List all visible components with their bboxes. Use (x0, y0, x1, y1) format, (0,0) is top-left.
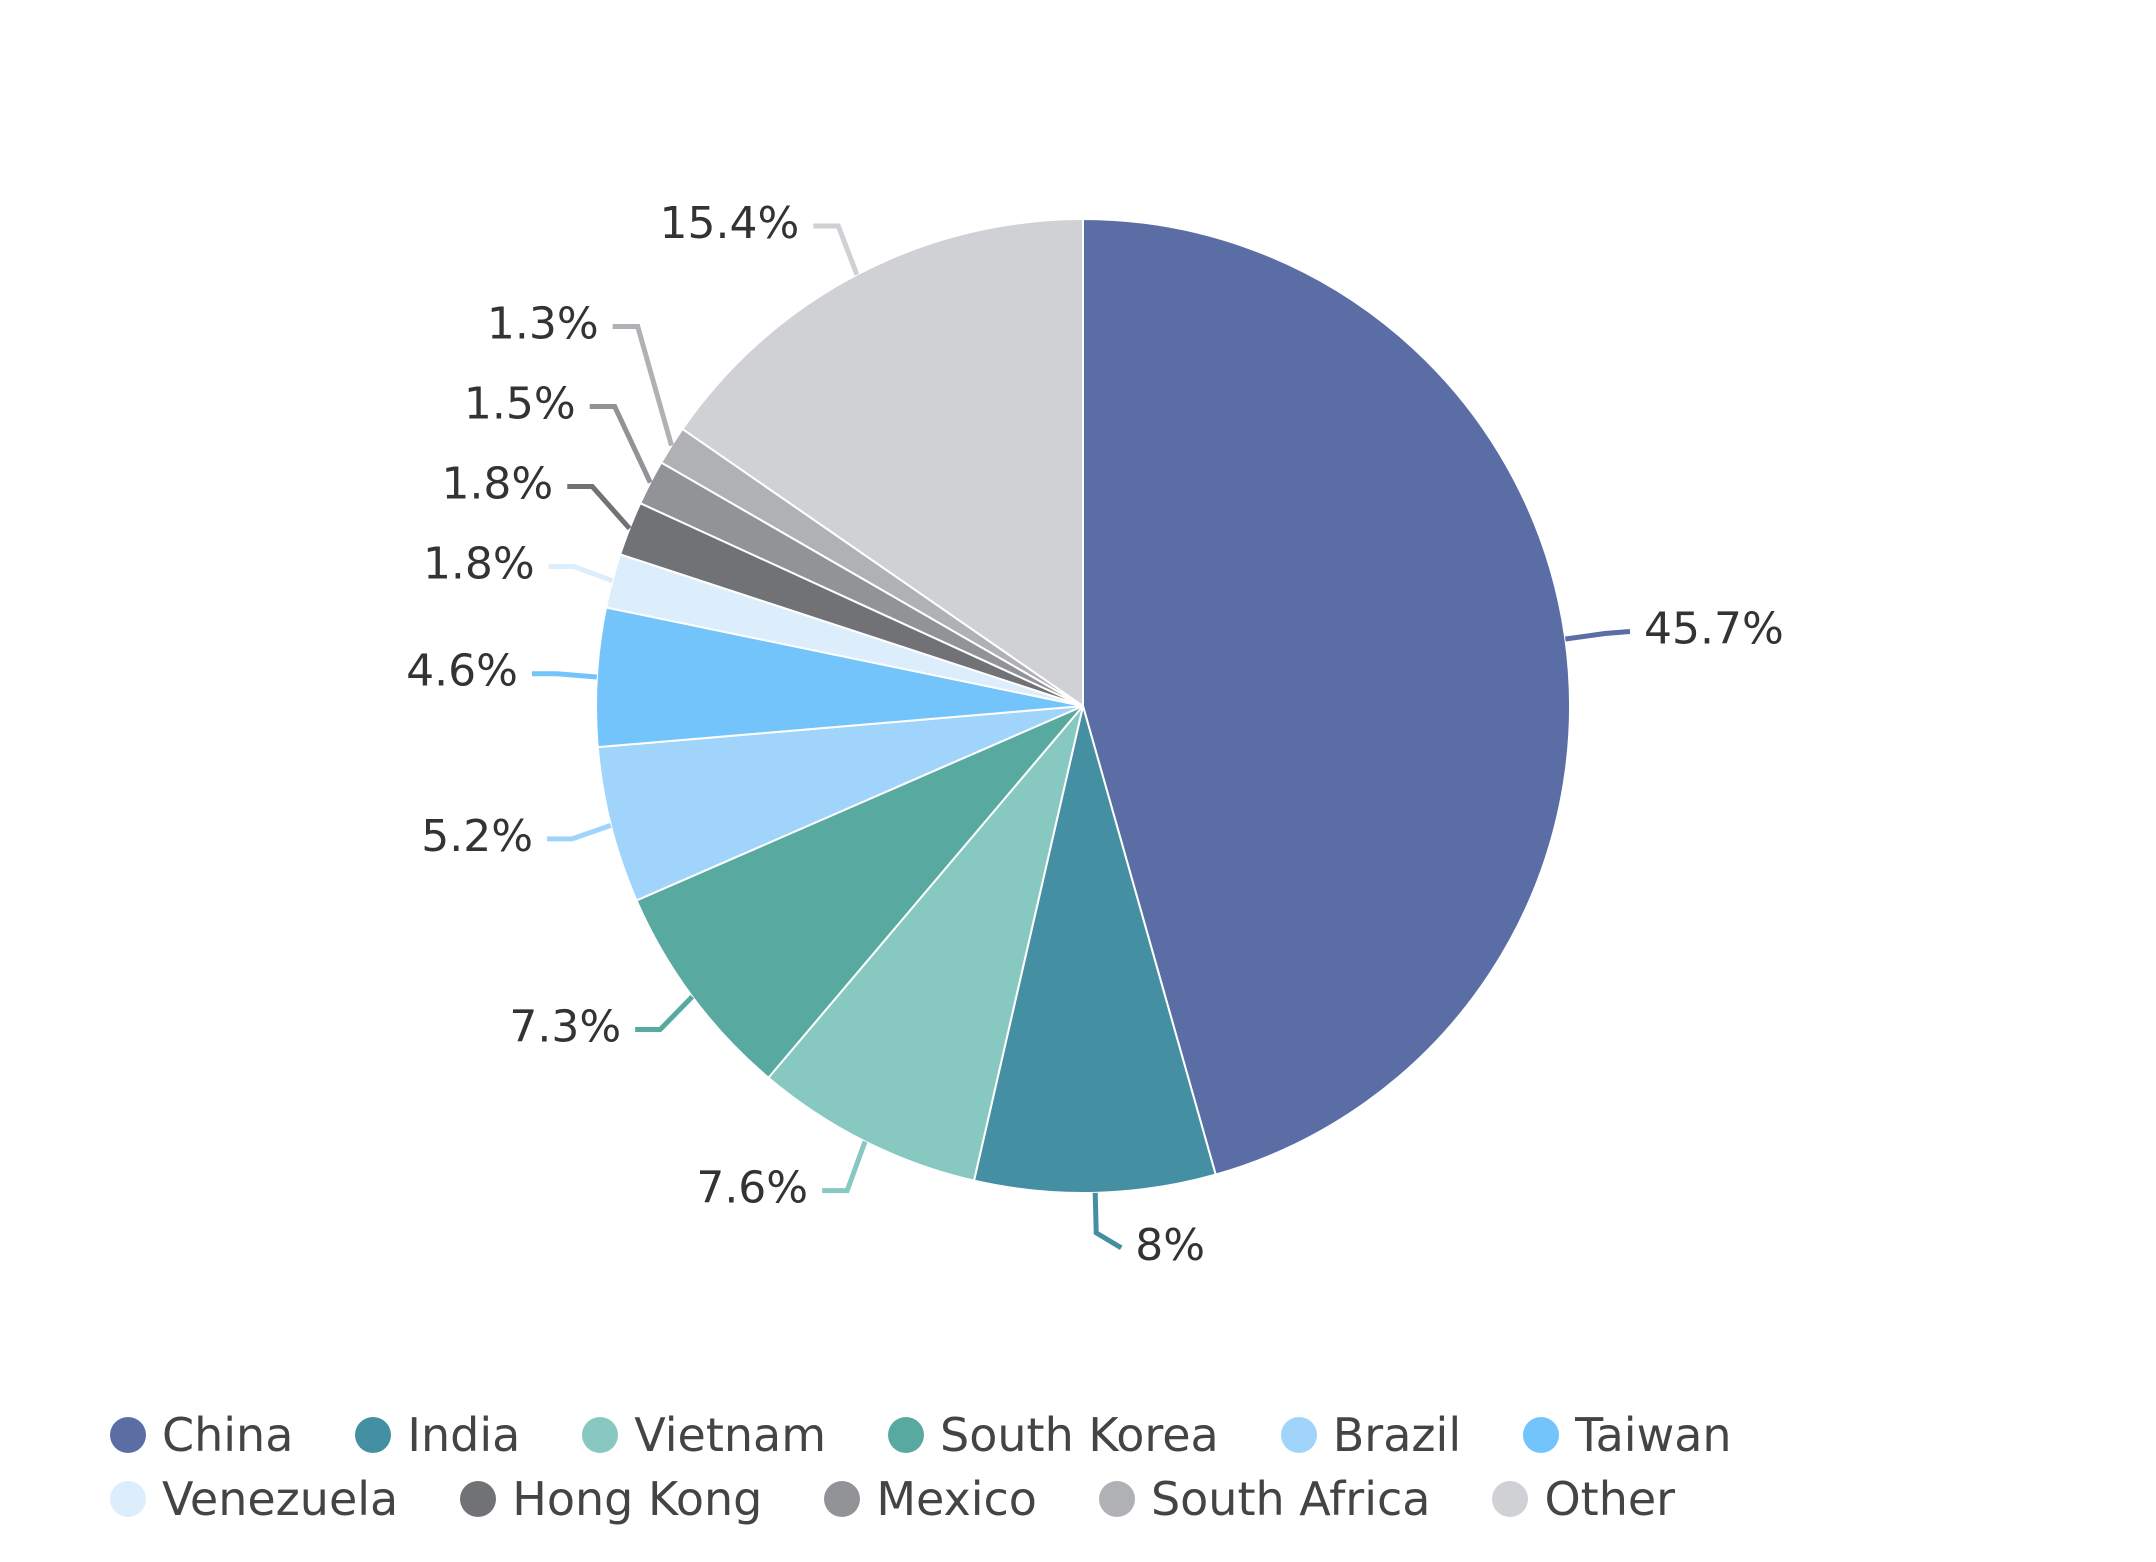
legend-label: South Korea (940, 1408, 1219, 1462)
legend-swatch (1098, 1481, 1135, 1517)
data-label: 1.8% (441, 459, 553, 510)
data-label: 1.5% (464, 379, 576, 430)
legend-item[interactable]: India (355, 1408, 521, 1462)
leader-line (531, 671, 598, 680)
data-label: 45.7% (1644, 603, 1784, 654)
legend-label: Other (1544, 1472, 1676, 1526)
legend-label: Venezuela (162, 1472, 399, 1526)
leader-line (822, 1140, 868, 1194)
data-label: 7.6% (696, 1163, 808, 1214)
legend-swatch (824, 1481, 861, 1517)
data-label: 8% (1135, 1220, 1205, 1271)
legend-label: South Africa (1150, 1472, 1431, 1526)
legend-item[interactable]: Vietnam (582, 1408, 827, 1462)
legend: China India Vietnam South Korea Brazil Taiwan… (110, 1408, 2070, 1526)
legend-item[interactable]: South Africa (1098, 1472, 1431, 1526)
leader-line (635, 994, 695, 1033)
leader-line (589, 404, 653, 484)
legend-item[interactable]: Brazil (1280, 1408, 1462, 1462)
legend-swatch (355, 1417, 392, 1453)
data-label: 4.6% (406, 646, 518, 697)
legend-swatch (582, 1417, 619, 1453)
pie-slice (635, 705, 1084, 1080)
legend-swatch (1492, 1481, 1529, 1517)
legend-item[interactable]: China (110, 1408, 294, 1462)
leader-line (567, 484, 632, 531)
legend-label: Brazil (1332, 1408, 1462, 1462)
data-label: 5.2% (421, 811, 533, 862)
legend-label: Vietnam (634, 1408, 827, 1462)
leader-line (1092, 1192, 1123, 1250)
pie-slice (681, 217, 1084, 708)
leader-line (548, 564, 614, 584)
leader-line (1565, 628, 1631, 642)
leader-line (612, 324, 674, 447)
legend-item[interactable]: Venezuela (110, 1472, 399, 1526)
legend-swatch (110, 1481, 146, 1517)
legend-swatch (460, 1481, 497, 1517)
legend-label: India (407, 1408, 521, 1462)
legend-label: Taiwan (1575, 1408, 1732, 1462)
pie-slice (1082, 217, 1571, 1176)
legend-swatch (888, 1417, 925, 1453)
data-label: 1.3% (487, 299, 599, 350)
data-label: 15.4% (660, 198, 800, 249)
legend-label: Hong Kong (512, 1472, 763, 1526)
legend-item[interactable]: Mexico (824, 1472, 1037, 1526)
legend-swatch (110, 1417, 146, 1453)
legend-item[interactable]: Taiwan (1523, 1408, 1732, 1462)
pie-slice (596, 705, 1084, 902)
data-label: 7.3% (509, 1002, 621, 1053)
leader-line (813, 223, 860, 276)
legend-label: Mexico (876, 1472, 1037, 1526)
legend-item[interactable]: Hong Kong (460, 1472, 763, 1526)
pie-slice (766, 705, 1084, 1182)
legend-item[interactable]: South Korea (888, 1408, 1219, 1462)
legend-swatch (1523, 1417, 1560, 1453)
leader-line (547, 823, 612, 842)
legend-swatch (1280, 1417, 1317, 1453)
legend-label: China (162, 1408, 294, 1462)
legend-item[interactable]: Other (1492, 1472, 1676, 1526)
data-label: 1.8% (423, 539, 535, 590)
pie-slice (972, 705, 1217, 1194)
chart: 45.7% 8% 7.6% 7.3% 5.2% 4.6% 1.8% 1.8% 1.5% 1.3% 1… (406, 198, 1784, 1271)
